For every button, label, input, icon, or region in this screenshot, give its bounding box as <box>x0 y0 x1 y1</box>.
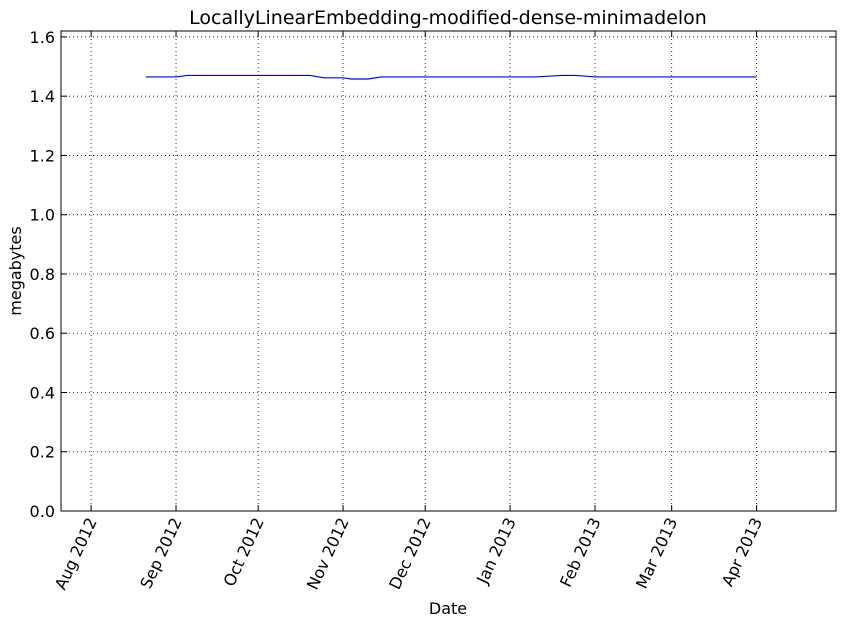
x-tick-label: Nov 2012 <box>303 515 353 593</box>
series-layer <box>145 74 757 80</box>
plot-frame <box>60 30 837 512</box>
series-line <box>145 74 757 80</box>
y-tick-label: 0.2 <box>30 443 55 462</box>
x-tick-label: Sep 2012 <box>136 515 185 592</box>
x-tick-label: Jan 2013 <box>472 515 519 588</box>
x-axis-title: Date <box>429 599 467 618</box>
x-tick-label: Mar 2013 <box>632 515 681 592</box>
y-tick-labels: 0.0 0.2 0.4 0.6 0.8 1.0 1.2 1.4 1.6 <box>30 28 55 521</box>
y-tick-label: 1.0 <box>30 206 55 225</box>
grid <box>61 31 836 512</box>
x-tick-label: Oct 2012 <box>220 515 268 590</box>
y-tick-label: 0.6 <box>30 324 55 343</box>
y-tick-label: 0.0 <box>30 502 55 521</box>
y-tick-label: 0.4 <box>30 383 55 402</box>
y-tick-label: 1.6 <box>30 28 55 47</box>
x-tick-labels: Aug 2012 Sep 2012 Oct 2012 Nov 2012 Dec 2012… <box>51 515 766 593</box>
chart-title: LocallyLinearEmbedding-modified-dense-mi… <box>189 7 707 29</box>
y-axis-title: megabytes <box>6 226 25 315</box>
y-tick-label: 0.8 <box>30 265 55 284</box>
ticks <box>61 31 836 512</box>
y-tick-label: 1.4 <box>30 87 55 106</box>
y-tick-label: 1.2 <box>30 146 55 165</box>
x-tick-label: Apr 2013 <box>718 515 766 590</box>
x-tick-label: Feb 2013 <box>556 515 605 590</box>
x-tick-label: Aug 2012 <box>51 515 101 593</box>
x-tick-label: Dec 2012 <box>385 515 435 593</box>
